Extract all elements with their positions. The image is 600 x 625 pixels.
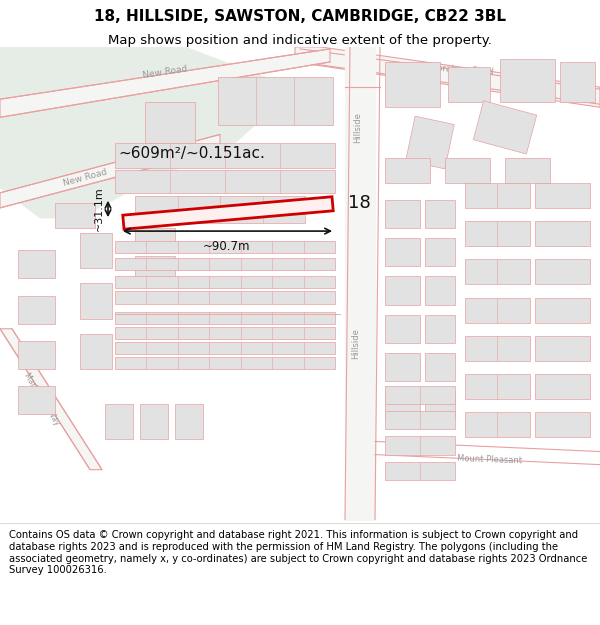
Polygon shape [385, 462, 455, 480]
Polygon shape [535, 336, 590, 361]
Text: Map shows position and indicative extent of the property.: Map shows position and indicative extent… [108, 34, 492, 47]
Polygon shape [0, 47, 275, 218]
Polygon shape [425, 238, 455, 266]
Polygon shape [425, 314, 455, 343]
Polygon shape [115, 342, 335, 354]
Polygon shape [115, 258, 335, 271]
Text: ~31.1m: ~31.1m [94, 187, 104, 231]
Polygon shape [465, 221, 530, 246]
Polygon shape [425, 353, 455, 381]
Polygon shape [535, 221, 590, 246]
Polygon shape [218, 77, 333, 126]
Polygon shape [80, 233, 112, 268]
Polygon shape [385, 353, 420, 381]
Text: Babraham Road: Babraham Road [426, 63, 494, 77]
Polygon shape [465, 182, 530, 208]
Text: ~609m²/~0.151ac.: ~609m²/~0.151ac. [118, 146, 265, 161]
Polygon shape [473, 101, 537, 154]
Text: Hillside: Hillside [353, 112, 362, 143]
Polygon shape [425, 276, 455, 304]
Polygon shape [18, 296, 55, 324]
Polygon shape [55, 203, 95, 228]
Polygon shape [425, 391, 455, 419]
Polygon shape [18, 386, 55, 414]
Polygon shape [135, 228, 175, 253]
Polygon shape [535, 298, 590, 322]
Polygon shape [465, 259, 530, 284]
Polygon shape [465, 412, 530, 437]
Polygon shape [115, 169, 335, 193]
Polygon shape [385, 276, 420, 304]
Polygon shape [80, 334, 112, 369]
Polygon shape [406, 116, 454, 169]
Polygon shape [145, 102, 195, 142]
Text: New Road: New Road [62, 168, 108, 188]
Polygon shape [535, 182, 590, 208]
Polygon shape [115, 291, 335, 304]
Polygon shape [105, 404, 133, 439]
Polygon shape [500, 59, 555, 102]
Polygon shape [385, 314, 420, 343]
Polygon shape [535, 412, 590, 437]
Polygon shape [18, 250, 55, 278]
Text: Martindale Way: Martindale Way [22, 371, 62, 427]
Polygon shape [0, 134, 220, 208]
Polygon shape [445, 158, 490, 182]
Polygon shape [175, 404, 203, 439]
Polygon shape [535, 259, 590, 284]
Text: New Road: New Road [142, 64, 188, 80]
Polygon shape [135, 196, 305, 223]
Polygon shape [465, 336, 530, 361]
Text: 18, HILLSIDE, SAWSTON, CAMBRIDGE, CB22 3BL: 18, HILLSIDE, SAWSTON, CAMBRIDGE, CB22 3… [94, 9, 506, 24]
Polygon shape [115, 327, 335, 339]
Text: Mount Pleasant: Mount Pleasant [457, 454, 523, 465]
Polygon shape [115, 312, 335, 324]
Polygon shape [385, 238, 420, 266]
Polygon shape [115, 357, 335, 369]
Polygon shape [385, 411, 455, 429]
Polygon shape [385, 391, 420, 419]
Polygon shape [448, 67, 490, 102]
Polygon shape [505, 158, 550, 182]
Polygon shape [115, 241, 335, 253]
Polygon shape [140, 404, 168, 439]
Polygon shape [295, 47, 600, 108]
Polygon shape [385, 158, 430, 182]
Polygon shape [115, 142, 335, 168]
Polygon shape [385, 386, 455, 404]
Polygon shape [560, 62, 595, 102]
Polygon shape [80, 284, 112, 319]
Polygon shape [385, 200, 420, 228]
Polygon shape [0, 329, 102, 469]
Polygon shape [115, 276, 335, 289]
Polygon shape [123, 197, 333, 229]
Polygon shape [18, 341, 55, 369]
Text: ~90.7m: ~90.7m [203, 240, 251, 253]
Polygon shape [535, 374, 590, 399]
Text: Contains OS data © Crown copyright and database right 2021. This information is : Contains OS data © Crown copyright and d… [9, 531, 587, 575]
Polygon shape [385, 62, 440, 107]
Polygon shape [385, 436, 455, 454]
Polygon shape [135, 256, 175, 284]
Polygon shape [465, 374, 530, 399]
Polygon shape [0, 49, 330, 118]
Polygon shape [425, 200, 455, 228]
Text: Hillside: Hillside [352, 328, 361, 359]
Text: 18: 18 [348, 194, 371, 212]
Polygon shape [465, 298, 530, 322]
